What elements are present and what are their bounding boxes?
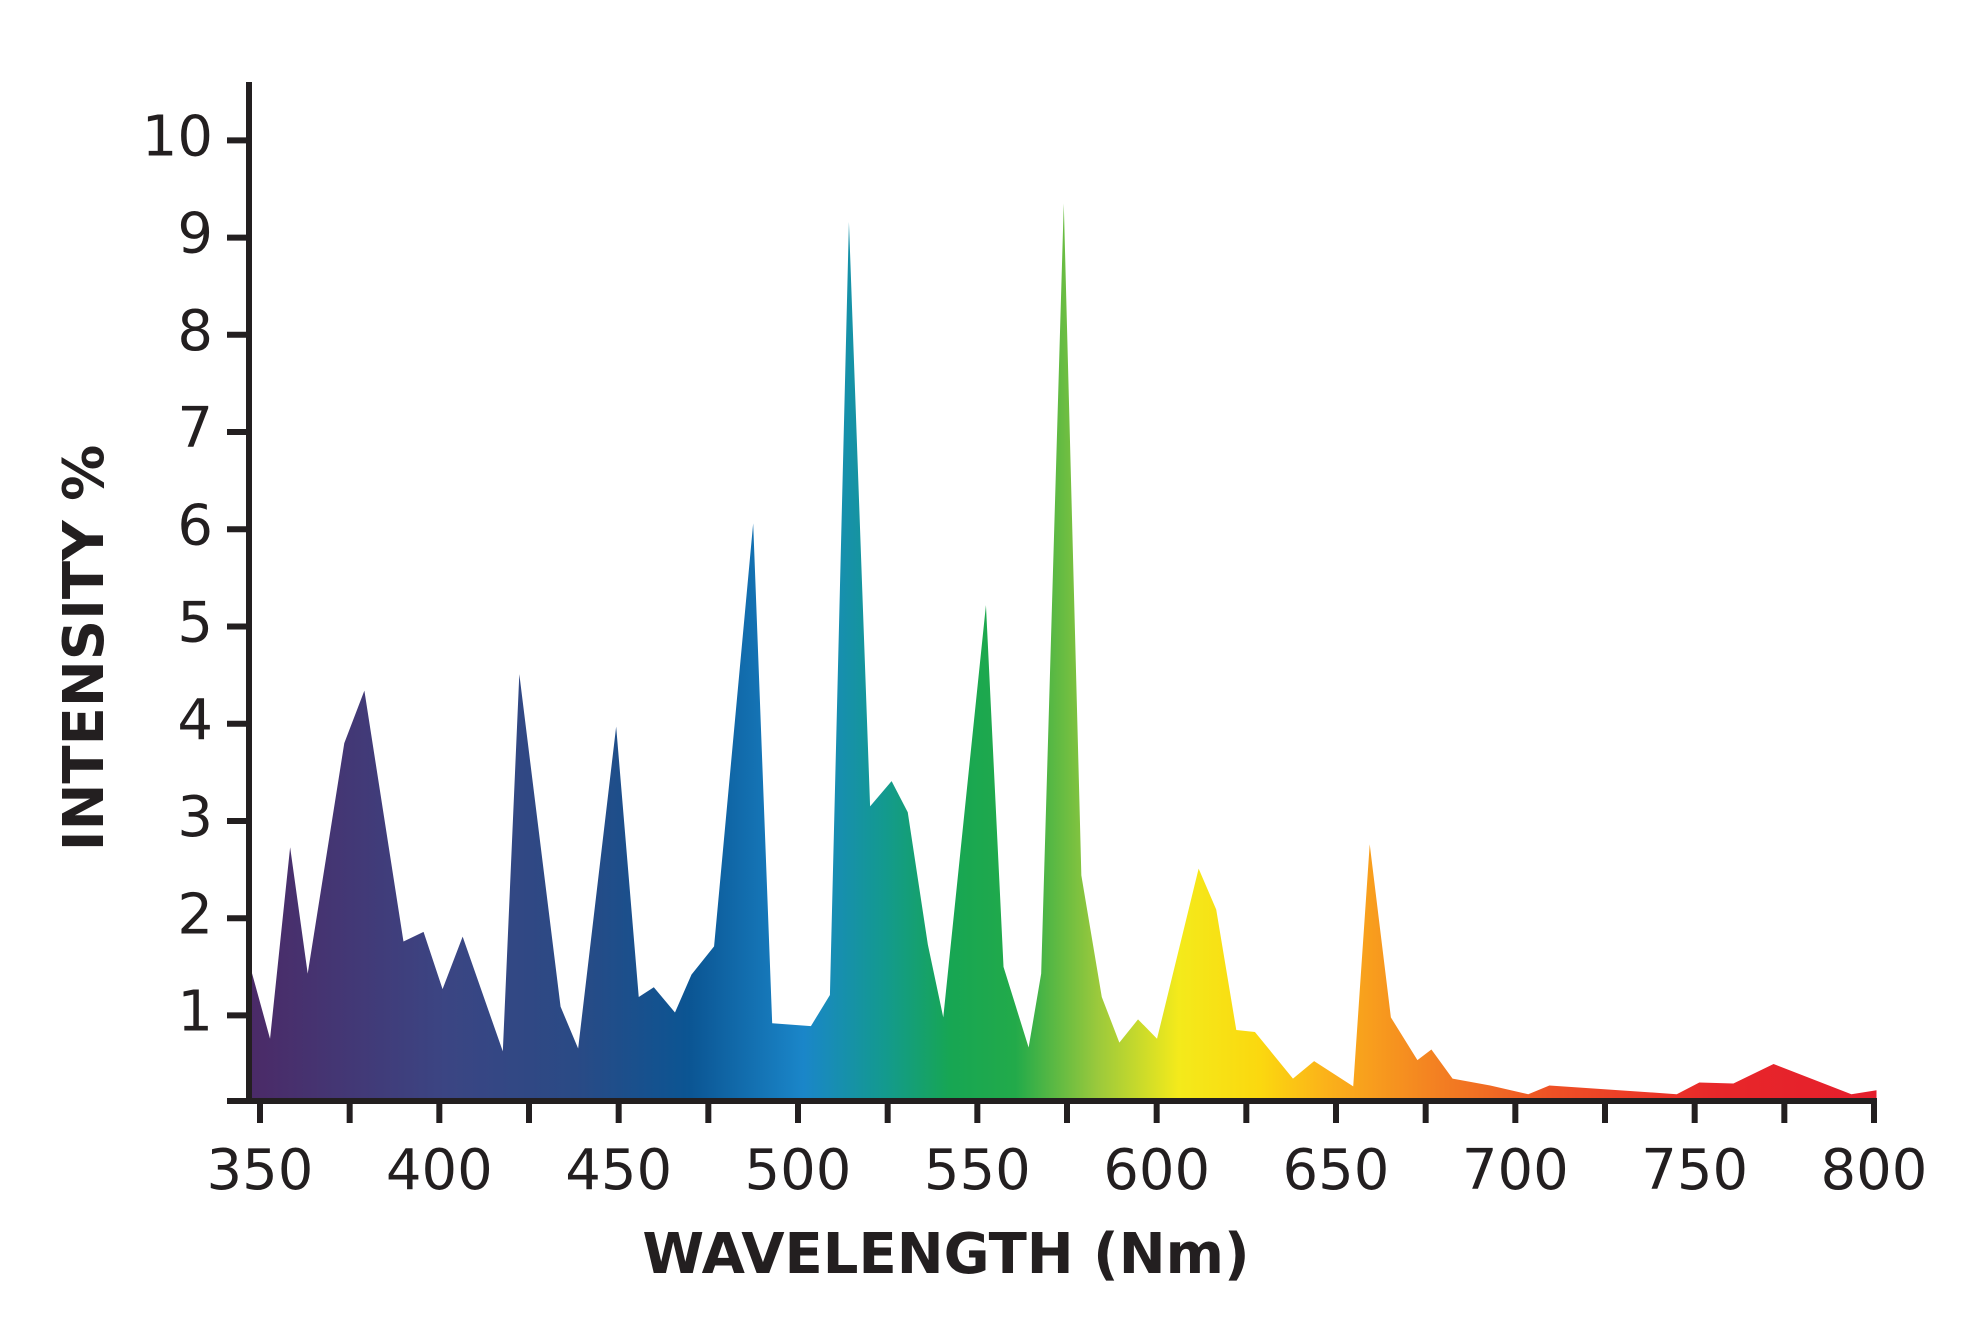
x-tick-label: 650 — [1283, 1138, 1390, 1203]
y-tick-label: 5 — [177, 591, 213, 656]
x-axis-title: WAVELENGTH (Nm) — [642, 1222, 1249, 1287]
x-tick-label: 800 — [1821, 1138, 1928, 1203]
x-tick-label: 750 — [1641, 1138, 1748, 1203]
x-tick-label: 450 — [565, 1138, 672, 1203]
y-axis-title: INTENSITY % — [52, 445, 117, 852]
y-tick-label: 8 — [177, 299, 213, 364]
y-tick-label: 6 — [177, 493, 213, 558]
y-tick-label: 1 — [177, 980, 213, 1045]
x-tick-label: 700 — [1462, 1138, 1569, 1203]
x-tick-label: 350 — [207, 1138, 314, 1203]
y-tick-label: 10 — [142, 104, 213, 169]
y-tick-label: 4 — [177, 688, 213, 753]
x-tick-label: 500 — [745, 1138, 852, 1203]
x-tick-label: 400 — [386, 1138, 493, 1203]
y-tick-label: 9 — [177, 202, 213, 267]
x-tick-label: 550 — [924, 1138, 1031, 1203]
spectrum-area — [251, 203, 1877, 1102]
y-tick-label: 7 — [177, 396, 213, 461]
y-tick-label: 3 — [177, 785, 213, 850]
y-tick-label: 2 — [177, 882, 213, 947]
x-tick-label: 600 — [1103, 1138, 1210, 1203]
